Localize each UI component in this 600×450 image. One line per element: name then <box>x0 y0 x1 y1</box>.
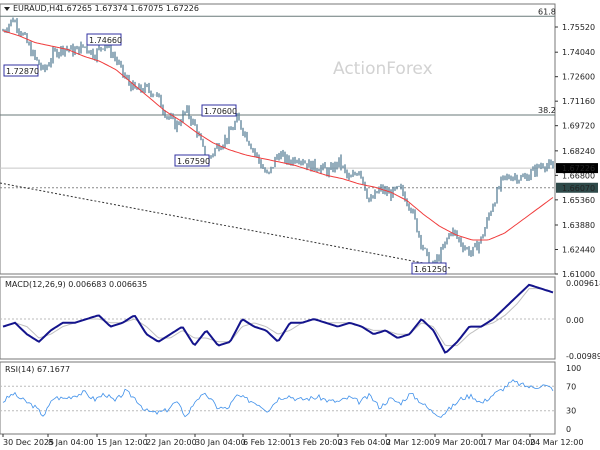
main-pane-border <box>0 3 556 275</box>
rsi-pane-border <box>0 361 556 435</box>
rsi-tick-label: 70 <box>566 382 576 391</box>
y-tick-label: 1.68240 <box>562 147 595 156</box>
macd-tick-label: -0.009892 <box>566 352 600 361</box>
rsi-tick-label: 100 <box>566 364 581 373</box>
price-annotation: 1.61250 <box>414 265 447 274</box>
x-tick-label: 30 Jan 04:00 <box>195 438 246 447</box>
price-annotation: 1.74660 <box>89 36 122 45</box>
y-tick-label: 1.63880 <box>562 221 595 230</box>
fib-level-label: 61.8 <box>538 7 556 16</box>
ohlc-readout: 1.67265 1.67374 1.67075 1.67226 <box>59 4 199 13</box>
current-price-tag <box>556 163 598 174</box>
x-tick-label: 2 Mar 12:00 <box>386 438 434 447</box>
macd-signal-line <box>2 288 554 347</box>
x-tick-label: 9 Mar 20:00 <box>435 438 483 447</box>
price-annotation: 1.70600 <box>204 107 237 116</box>
fib-level-label: 38.2 <box>538 106 556 115</box>
rsi-line <box>2 379 554 418</box>
macd-line <box>2 283 554 354</box>
x-tick-label: 13 Feb 20:00 <box>290 438 342 447</box>
rsi-tick-label: 0 <box>566 425 571 434</box>
current-price-label: 1.67226 <box>562 164 595 173</box>
x-tick-label: 23 Feb 04:00 <box>338 438 390 447</box>
macd-tick-label: 0.009618 <box>566 279 600 288</box>
rsi-tick-label: 30 <box>566 407 576 416</box>
y-tick-label: 1.71160 <box>562 97 595 106</box>
price-annotation: 1.72870 <box>6 67 39 76</box>
moving-average-line <box>2 30 554 241</box>
x-tick-label: 30 Dec 2025 <box>3 438 54 447</box>
y-tick-label: 1.61000 <box>562 270 595 279</box>
x-tick-label: 17 Mar 04:00 <box>482 438 535 447</box>
price-annotation-box <box>3 64 39 77</box>
symbol-label: EURAUD,H4 <box>13 4 60 13</box>
y-tick-label: 1.72600 <box>562 73 595 82</box>
price-annotation-box <box>201 104 237 117</box>
x-tick-label: 8 Jan 04:00 <box>48 438 94 447</box>
macd-pane-border <box>0 276 556 360</box>
x-tick-label: 22 Jan 20:00 <box>146 438 197 447</box>
macd-title: MACD(12,26,9) 0.006683 0.006635 <box>5 280 147 289</box>
price-annotation: 1.67590 <box>177 157 210 166</box>
price-annotation-box <box>174 154 210 167</box>
dropdown-triangle-icon[interactable] <box>4 7 10 11</box>
x-tick-label: 24 Mar 12:00 <box>530 438 583 447</box>
x-tick-label: 6 Feb 12:00 <box>243 438 290 447</box>
y-tick-label: 1.75520 <box>562 23 595 32</box>
watermark: ActionForex <box>333 59 433 79</box>
trend-line <box>0 182 451 269</box>
y-tick-label: 1.65360 <box>562 196 595 205</box>
rsi-title: RSI(14) 67.1677 <box>5 365 70 374</box>
price-annotation-box <box>86 33 122 46</box>
y-tick-label: 1.62440 <box>562 246 595 255</box>
price-annotation-box <box>411 262 447 275</box>
y-tick-label: 1.74040 <box>562 48 595 57</box>
y-tick-label: 1.66800 <box>562 171 595 180</box>
x-tick-label: 15 Jan 12:00 <box>97 438 148 447</box>
y-tick-label: 1.69720 <box>562 122 595 131</box>
support-price-label: 1.66070 <box>562 184 595 193</box>
macd-tick-label: 0.00 <box>566 316 584 325</box>
support-price-tag <box>556 182 598 193</box>
